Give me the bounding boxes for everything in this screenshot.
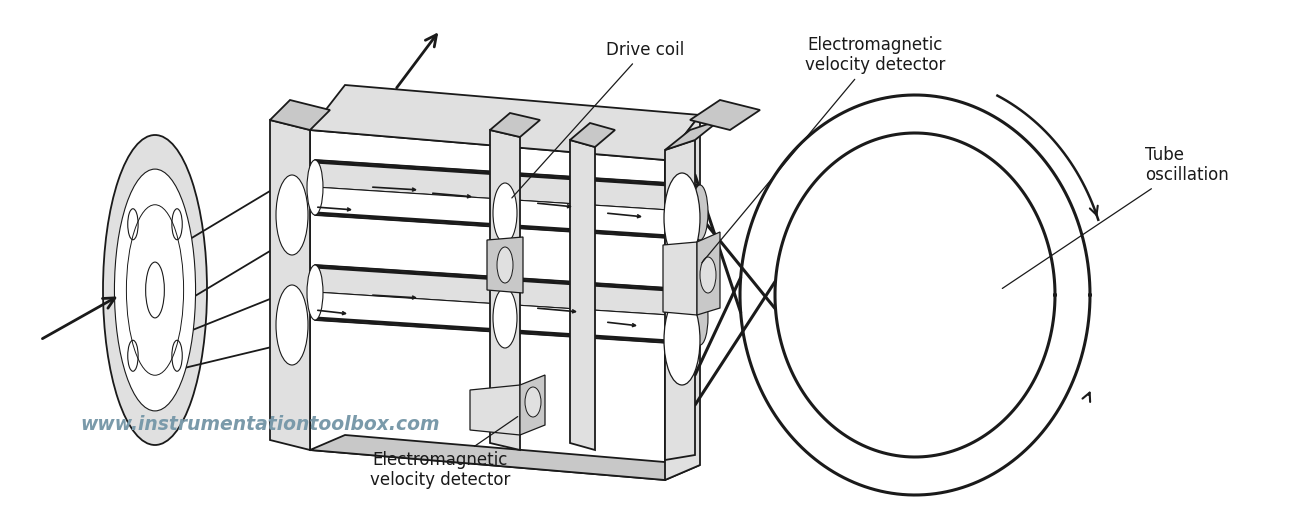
Text: Electromagnetic
velocity detector: Electromagnetic velocity detector — [369, 417, 518, 489]
Polygon shape — [315, 265, 700, 317]
Ellipse shape — [692, 290, 708, 345]
Polygon shape — [310, 435, 700, 480]
Polygon shape — [310, 85, 700, 160]
Ellipse shape — [664, 295, 700, 385]
Polygon shape — [665, 140, 695, 460]
Polygon shape — [271, 100, 330, 130]
Ellipse shape — [127, 340, 138, 371]
Ellipse shape — [172, 340, 182, 371]
Text: Tube
oscillation: Tube oscillation — [1002, 146, 1228, 288]
Polygon shape — [310, 130, 665, 480]
Polygon shape — [315, 292, 700, 345]
Text: Drive coil: Drive coil — [511, 41, 684, 198]
Polygon shape — [490, 130, 520, 450]
Polygon shape — [570, 140, 595, 450]
Polygon shape — [315, 160, 700, 212]
Polygon shape — [271, 120, 310, 450]
Ellipse shape — [692, 185, 708, 240]
Polygon shape — [570, 123, 615, 147]
Polygon shape — [665, 120, 719, 150]
Ellipse shape — [493, 288, 516, 348]
Ellipse shape — [307, 265, 323, 320]
Polygon shape — [470, 385, 520, 435]
Polygon shape — [490, 113, 540, 137]
Ellipse shape — [526, 387, 541, 417]
Ellipse shape — [307, 160, 323, 215]
Ellipse shape — [276, 175, 308, 255]
Polygon shape — [315, 187, 700, 240]
Polygon shape — [697, 232, 719, 315]
Ellipse shape — [700, 257, 716, 293]
Ellipse shape — [497, 247, 513, 283]
Ellipse shape — [146, 262, 164, 318]
Ellipse shape — [493, 183, 516, 243]
Polygon shape — [664, 242, 697, 315]
Ellipse shape — [276, 285, 308, 365]
Polygon shape — [487, 237, 523, 293]
Text: Electromagnetic
velocity detector: Electromagnetic velocity detector — [701, 35, 946, 263]
Ellipse shape — [127, 209, 138, 240]
Ellipse shape — [172, 209, 182, 240]
Ellipse shape — [103, 135, 207, 445]
Text: www.instrumentationtoolbox.com: www.instrumentationtoolbox.com — [79, 416, 440, 435]
Ellipse shape — [114, 169, 195, 411]
Polygon shape — [520, 375, 545, 435]
Polygon shape — [665, 115, 700, 480]
Ellipse shape — [664, 173, 700, 263]
Polygon shape — [690, 100, 760, 130]
